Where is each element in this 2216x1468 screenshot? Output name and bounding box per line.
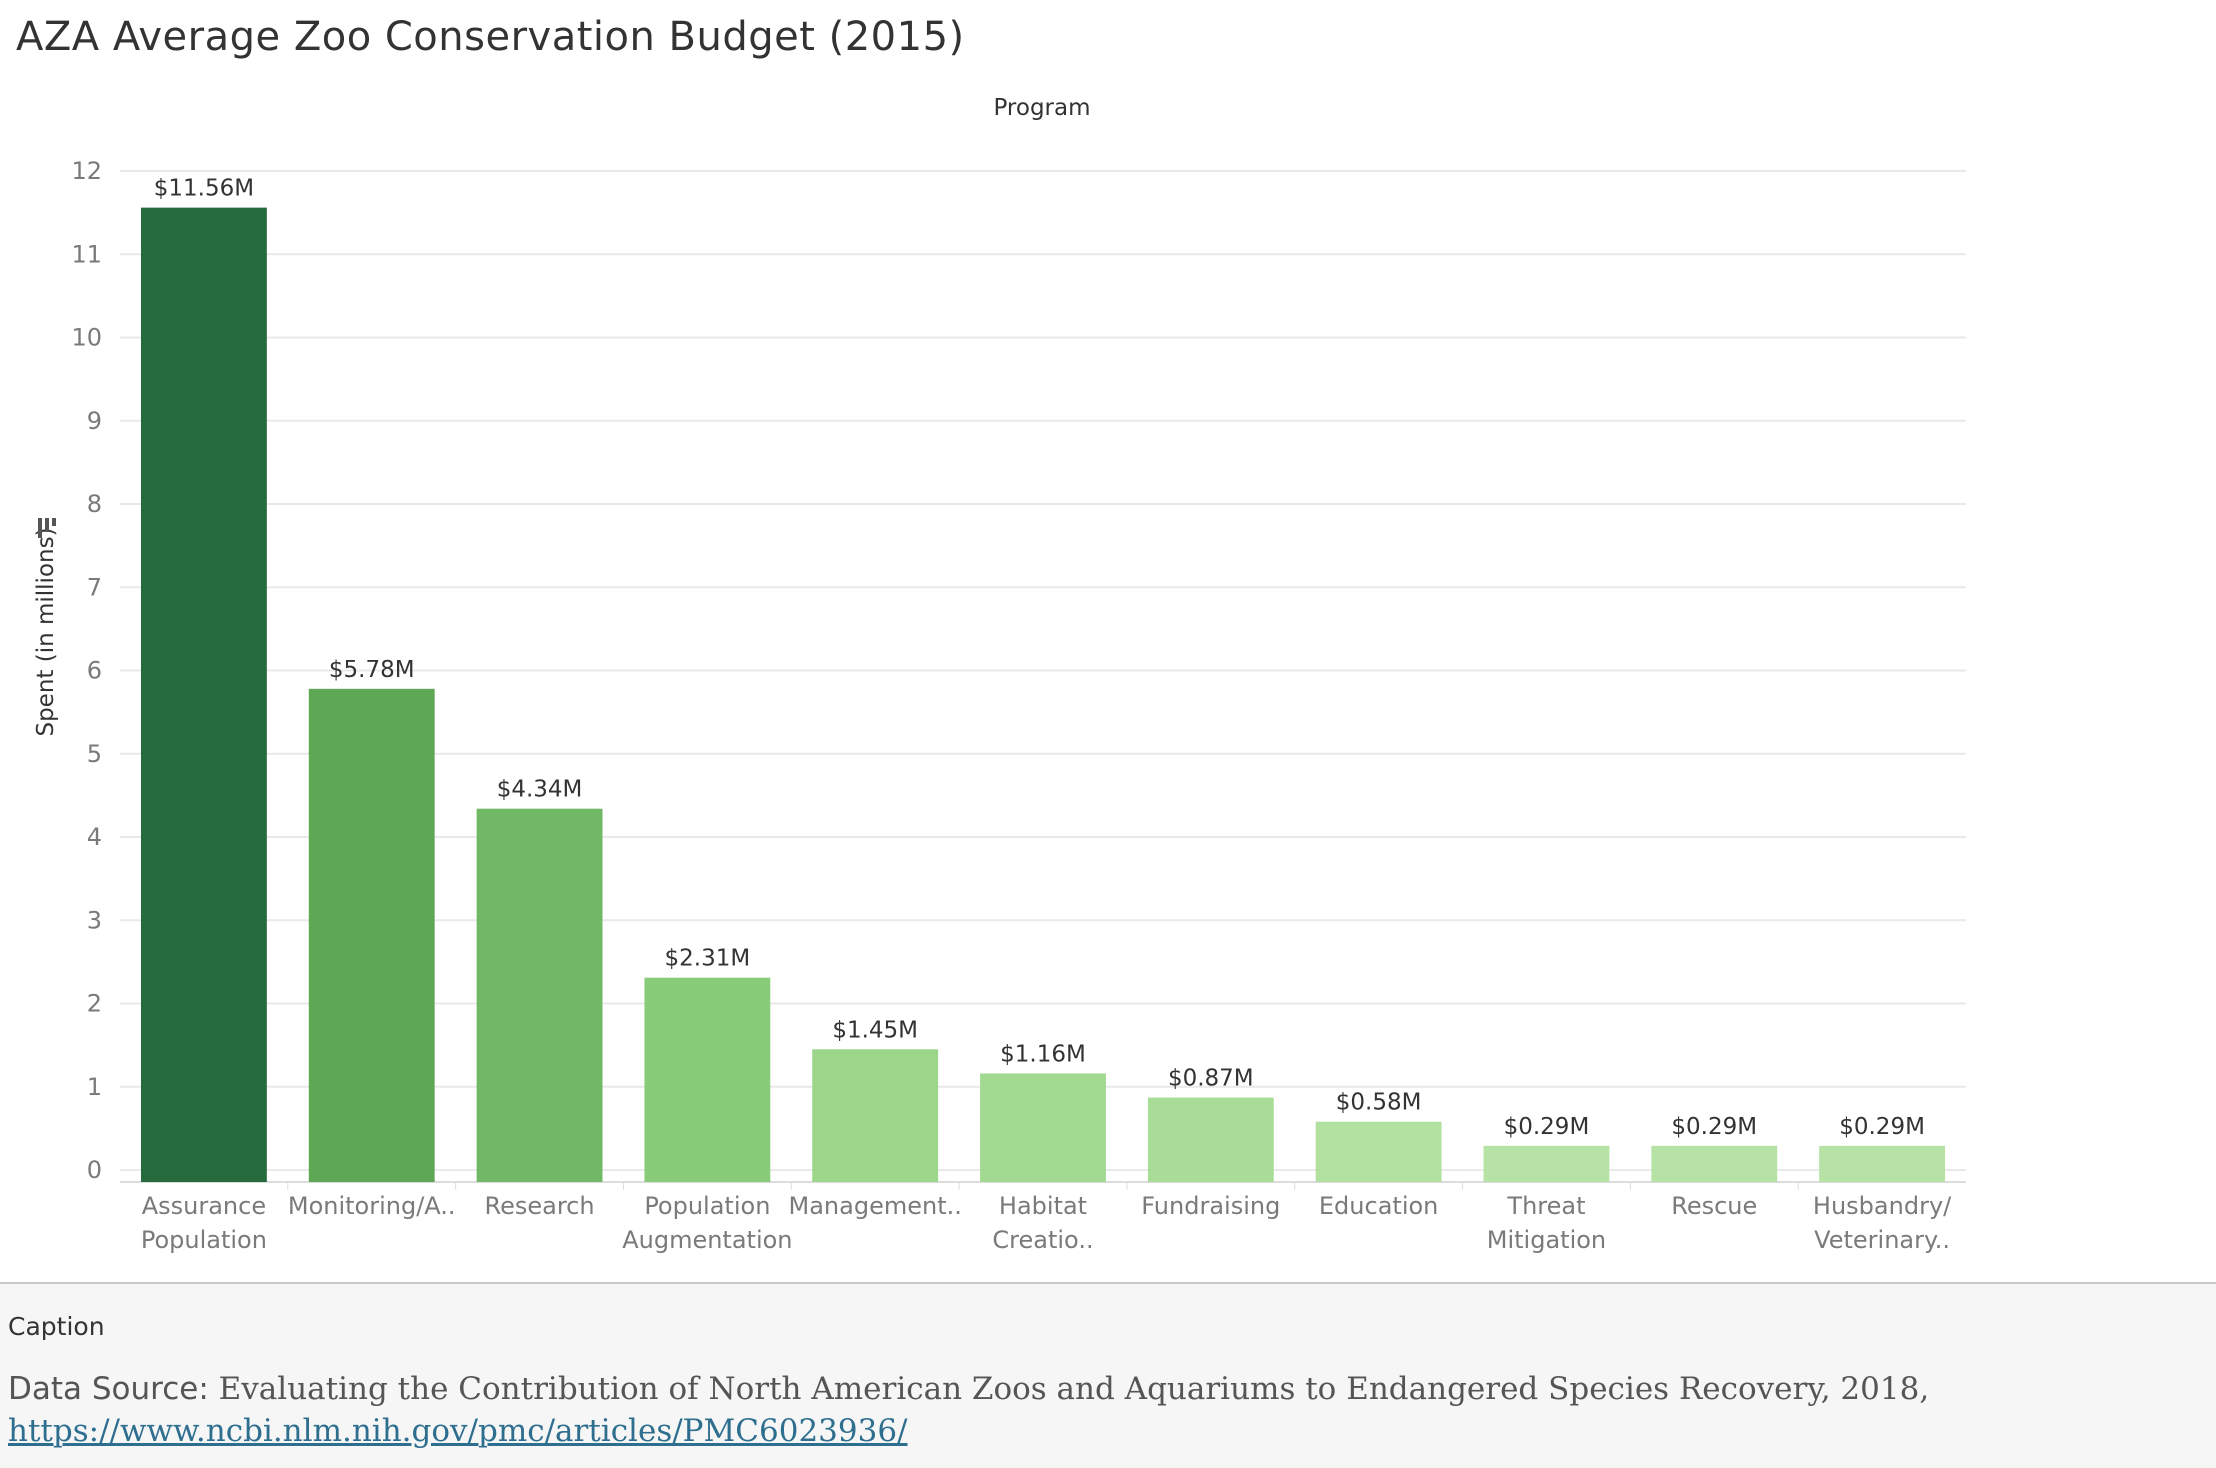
- y-tick-label: 1: [87, 1073, 102, 1101]
- y-tick-label: 11: [71, 240, 102, 268]
- data-label: $1.45M: [832, 1017, 918, 1043]
- x-axis-ticks: Assurance Population Monitoring/A.. Researc…: [141, 1192, 1952, 1254]
- caption-label: Caption: [8, 1312, 105, 1341]
- data-label: $0.87M: [1168, 1066, 1254, 1092]
- bars: [140, 207, 1946, 1182]
- bar[interactable]: [140, 207, 267, 1182]
- bar[interactable]: [1315, 1121, 1442, 1182]
- x-tick-label: Habitat Creatio..: [992, 1192, 1093, 1254]
- x-tick-label: Threat Mitigation: [1487, 1192, 1606, 1254]
- data-label: $11.56M: [154, 176, 254, 202]
- bar[interactable]: [812, 1049, 939, 1182]
- x-tick-label: Population Augmentation: [622, 1192, 792, 1254]
- bar[interactable]: [1147, 1097, 1274, 1182]
- y-tick-label: 9: [87, 407, 102, 435]
- x-tick-label: Fundraising: [1141, 1192, 1280, 1220]
- data-label: $2.31M: [665, 946, 751, 972]
- data-label: $1.16M: [1000, 1041, 1086, 1067]
- y-tick-label: 7: [87, 573, 102, 601]
- x-tick-label: Monitoring/A..: [288, 1192, 456, 1220]
- bar[interactable]: [308, 688, 435, 1182]
- bar[interactable]: [980, 1073, 1106, 1182]
- column-header: Program: [993, 95, 1090, 121]
- caption-source-text: Evaluating the Contribution of North Ame…: [218, 1371, 1930, 1407]
- sort-descending-icon[interactable]: [38, 518, 56, 538]
- bar[interactable]: [1483, 1145, 1610, 1182]
- x-tick-label: Rescue: [1671, 1192, 1757, 1220]
- caption-prefix: Data Source:: [8, 1371, 219, 1407]
- x-tick-label: Research: [484, 1192, 594, 1220]
- y-axis-label: Spent (in millions): [33, 527, 59, 736]
- bar[interactable]: [1651, 1145, 1778, 1182]
- y-tick-label: 2: [87, 990, 102, 1018]
- data-label: $0.58M: [1336, 1090, 1422, 1116]
- data-label: $4.34M: [497, 777, 583, 803]
- data-labels: $11.56M $5.78M $4.34M $2.31M $1.45M $1.16M $0.…: [154, 176, 1925, 1140]
- bar-chart: $11.56M $5.78M $4.34M $2.31M $1.45M $1.16M $0.…: [33, 95, 1966, 1254]
- x-tick-label: Assurance Population: [141, 1192, 267, 1254]
- y-tick-label: 4: [87, 823, 102, 851]
- caption-panel: Caption Data Source: Evaluating the Cont…: [0, 1282, 2216, 1468]
- y-tick-label: 3: [87, 906, 102, 934]
- data-label: $0.29M: [1504, 1114, 1590, 1140]
- y-tick-label: 0: [87, 1156, 102, 1184]
- data-label: $5.78M: [329, 657, 415, 683]
- bar[interactable]: [1819, 1145, 1946, 1182]
- y-tick-label: 10: [71, 324, 102, 352]
- data-label: $0.29M: [1839, 1114, 1925, 1140]
- chart-title: AZA Average Zoo Conservation Budget (201…: [16, 14, 965, 60]
- bar[interactable]: [476, 808, 603, 1182]
- y-tick-label: 8: [87, 490, 102, 518]
- data-label: $0.29M: [1671, 1114, 1757, 1140]
- caption-text: Data Source: Evaluating the Contribution…: [8, 1368, 2198, 1452]
- x-tick-label: Husbandry/Veterinary..: [1813, 1192, 1952, 1254]
- y-tick-label: 6: [87, 657, 102, 685]
- y-tick-label: 12: [71, 157, 102, 185]
- caption-source-link[interactable]: https://www.ncbi.nlm.nih.gov/pmc/article…: [8, 1413, 908, 1449]
- y-tick-label: 5: [87, 740, 102, 768]
- x-tick-label: Education: [1319, 1192, 1438, 1220]
- bar[interactable]: [644, 977, 771, 1182]
- x-tick-label: Management..: [789, 1192, 962, 1220]
